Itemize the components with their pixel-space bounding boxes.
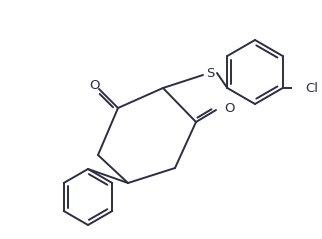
Text: O: O [90, 78, 100, 92]
Text: S: S [206, 66, 214, 80]
Text: Cl: Cl [306, 81, 319, 94]
Text: O: O [225, 102, 235, 114]
